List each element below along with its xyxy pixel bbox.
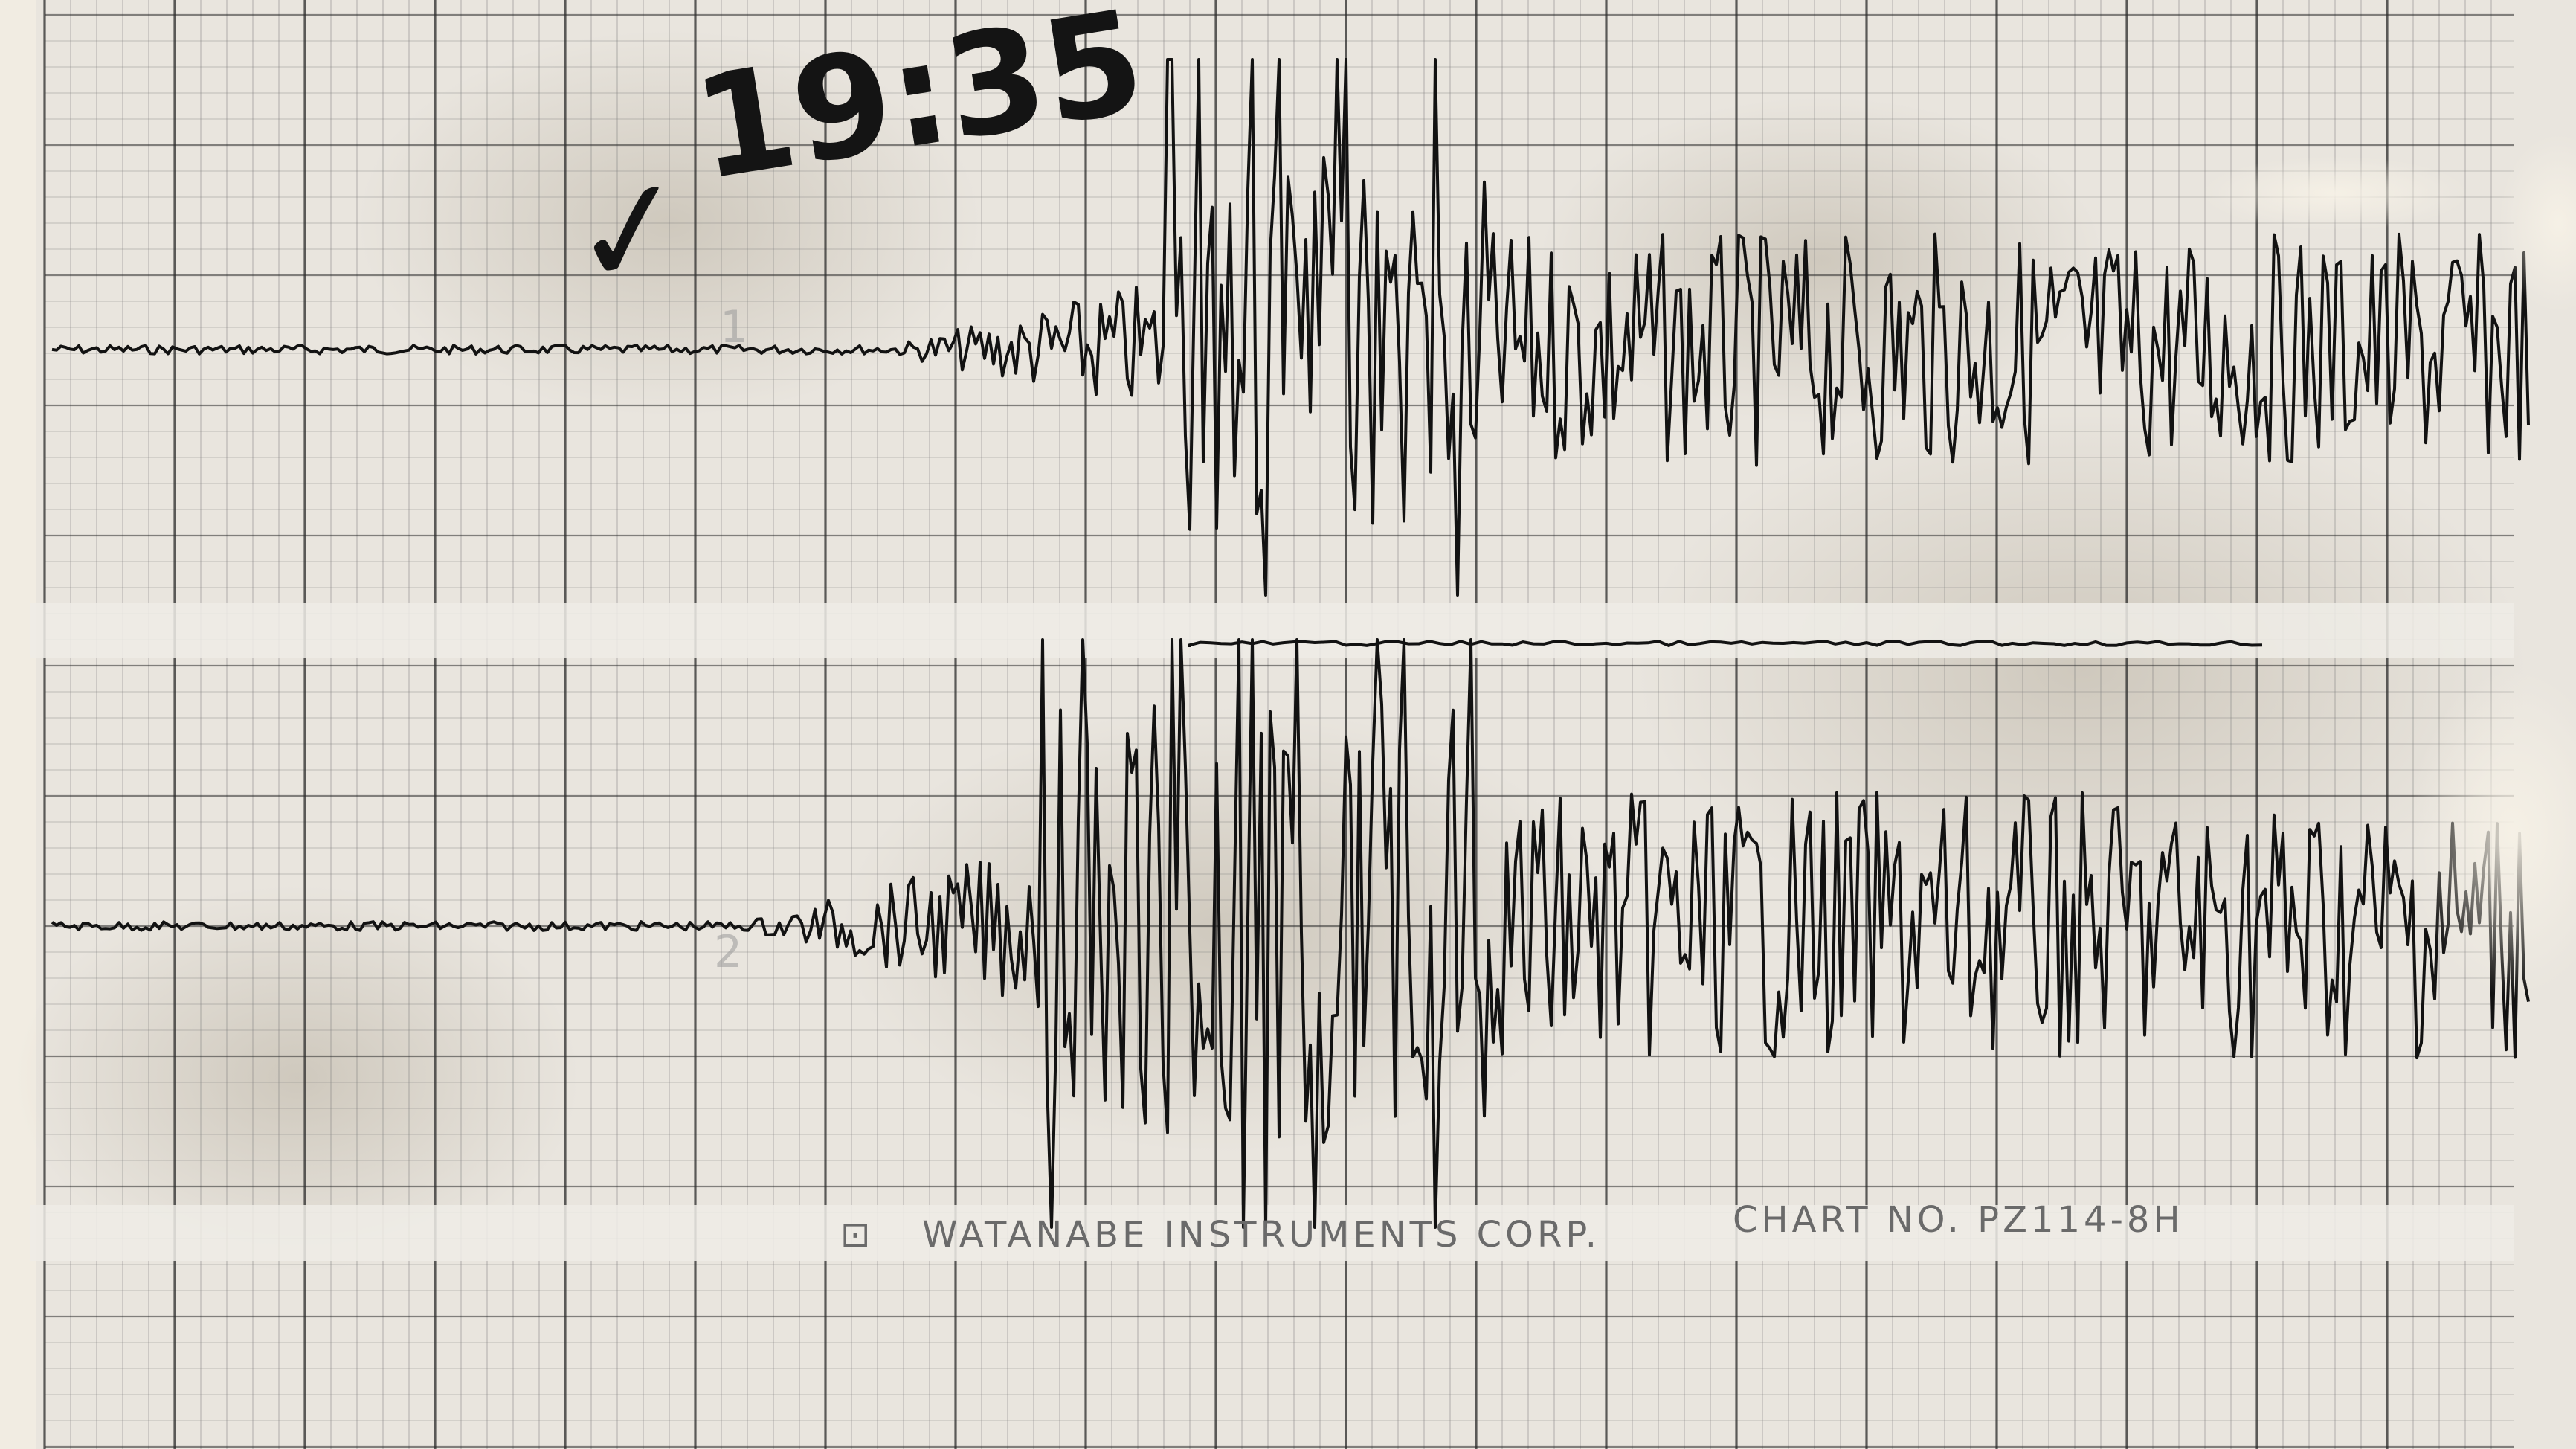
channel-2-mark: 2	[714, 926, 742, 978]
check-mark: ✓	[558, 141, 701, 322]
chart-number: CHART NO. PZ114-8H	[1733, 1199, 2184, 1241]
seismograph-traces	[51, 58, 2530, 1229]
maker-logo-icon: ⊡	[840, 1214, 874, 1256]
maker-name: WATANABE INSTRUMENTS CORP.	[922, 1214, 1600, 1256]
trace-channel-1	[51, 58, 2530, 597]
chart-footer: ⊡ WATANABE INSTRUMENTS CORP. CHART NO. P…	[840, 1199, 2184, 1256]
paper-torn-corner	[2201, 134, 2576, 997]
channel-1-mark: 1	[720, 301, 748, 353]
clipped-pen-line	[1188, 639, 2263, 648]
trace-separator-bands	[30, 603, 2514, 1261]
trace-channel-2	[51, 638, 2530, 1229]
